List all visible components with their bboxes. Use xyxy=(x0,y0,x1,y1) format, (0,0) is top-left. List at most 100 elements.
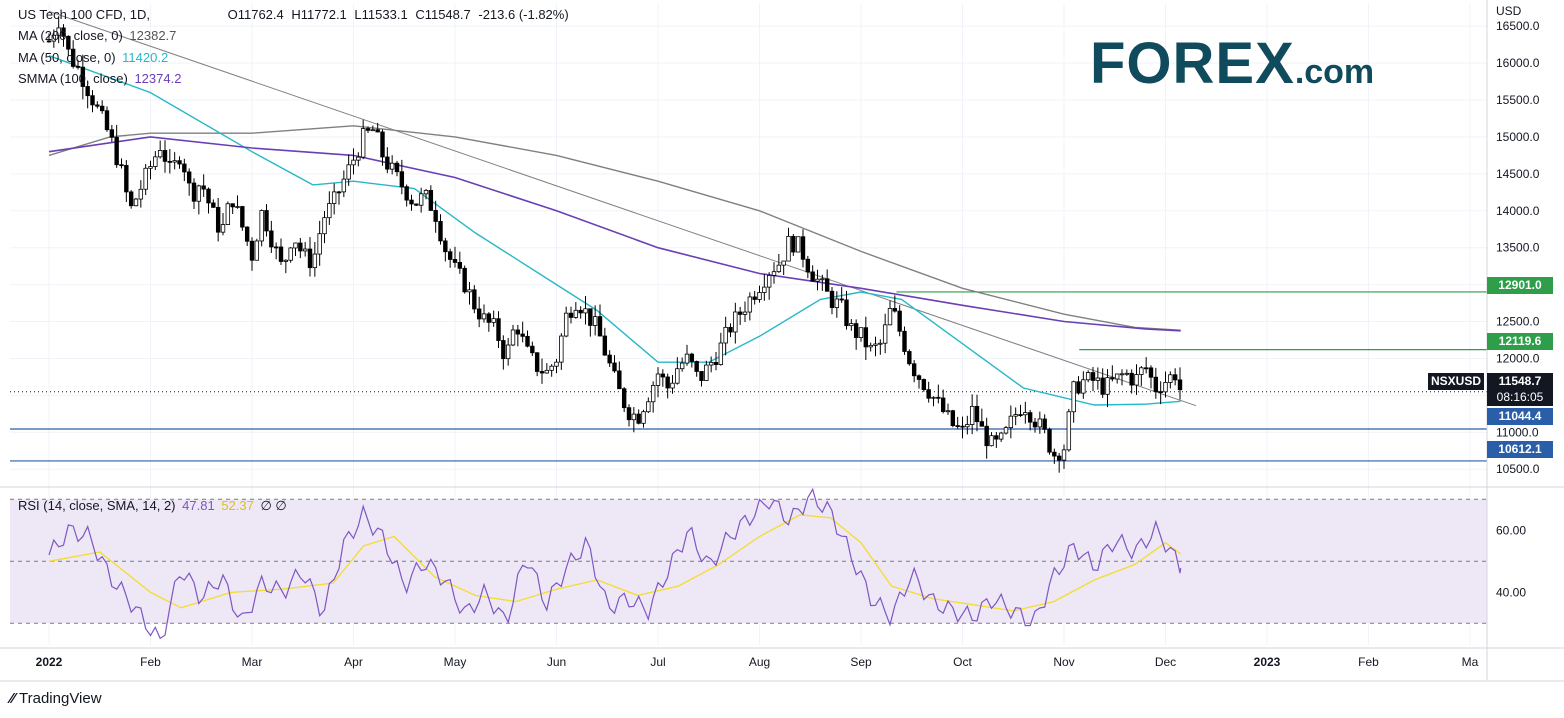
candle-body xyxy=(868,344,873,348)
indicator-ma50[interactable]: MA (50, close, 0) 11420.2 xyxy=(18,50,171,66)
candle-body xyxy=(491,318,496,323)
candle-body xyxy=(1061,449,1067,461)
symbol-badge: NSXUSD xyxy=(1428,373,1484,390)
candle-body xyxy=(80,66,86,87)
candle-body xyxy=(863,327,869,348)
rsi-label: RSI (14, close, SMA, 14, 2) xyxy=(18,498,176,513)
smma-line xyxy=(48,136,1181,332)
candle-body xyxy=(259,210,264,242)
y-tick-label: 14000.0 xyxy=(1496,204,1540,218)
y-tick-label: 14500.0 xyxy=(1496,167,1540,181)
candle-body xyxy=(167,160,173,163)
candle-body xyxy=(1114,373,1120,380)
candle-body xyxy=(728,326,733,333)
candle-body xyxy=(530,345,535,354)
candle-body xyxy=(1139,367,1144,375)
candle-body xyxy=(805,258,811,273)
candle-body xyxy=(737,311,743,315)
candle-body xyxy=(1027,412,1033,423)
currency-label: USD xyxy=(1496,4,1522,18)
candle-body xyxy=(370,129,376,132)
candle-body xyxy=(153,156,158,167)
y-tick-label: 11000.0 xyxy=(1496,425,1539,439)
candle-body xyxy=(907,351,912,365)
candle-body xyxy=(510,329,516,346)
candle-body xyxy=(911,363,917,377)
smma-value: 12374.2 xyxy=(134,71,182,86)
candle-body xyxy=(723,326,728,344)
candle-body xyxy=(829,290,835,308)
candle-body xyxy=(858,327,864,338)
candle-body xyxy=(90,95,95,106)
candle-body xyxy=(501,340,506,360)
candle-body xyxy=(679,362,685,370)
candle-body xyxy=(766,274,772,288)
candle-body xyxy=(75,66,81,68)
x-tick-label: Jun xyxy=(547,655,566,669)
candle-body xyxy=(1158,391,1163,394)
tradingview-label: TradingView xyxy=(19,690,102,707)
symbol-label[interactable]: US Tech 100 CFD, 1D, xyxy=(18,7,150,22)
candle-body xyxy=(1172,374,1178,381)
candle-body xyxy=(273,246,279,249)
last-price-tag: 11548.7 xyxy=(1487,373,1553,390)
candle-body xyxy=(1105,377,1110,395)
candle-body xyxy=(428,190,434,211)
ohlc-change: -213.6 (-1.82%) xyxy=(478,7,569,22)
candle-body xyxy=(849,323,854,327)
candle-body xyxy=(385,156,390,170)
candle-body xyxy=(322,217,327,235)
candle-body xyxy=(288,247,293,261)
candle-body xyxy=(143,167,148,190)
tradingview-footer[interactable]: ⁄⁄ TradingView xyxy=(10,690,102,707)
candle-body xyxy=(1095,377,1101,381)
candle-body xyxy=(249,240,255,261)
candle-body xyxy=(539,371,545,374)
ma50-line xyxy=(48,55,1181,406)
support-tag-2: 10612.1 xyxy=(1487,441,1553,458)
candle-body xyxy=(244,226,250,242)
indicator-rsi[interactable]: RSI (14, close, SMA, 14, 2) 47.81 52.37 … xyxy=(18,498,290,514)
ma50-value: 11420.2 xyxy=(122,50,169,65)
candle-body xyxy=(926,389,931,399)
candle-body xyxy=(641,411,646,424)
candle-body xyxy=(597,316,603,337)
candle-body xyxy=(684,353,690,364)
candle-body xyxy=(998,432,1004,440)
x-tick-label: May xyxy=(444,655,467,669)
candle-body xyxy=(177,160,182,165)
candle-body xyxy=(646,401,651,413)
candle-body xyxy=(1008,415,1014,429)
y-tick-label: 13500.0 xyxy=(1496,241,1540,255)
candle-body xyxy=(1071,381,1076,413)
candle-body xyxy=(346,164,351,180)
candle-body xyxy=(1163,382,1168,393)
candle-body xyxy=(452,259,458,263)
x-tick-label: 2022 xyxy=(36,655,63,669)
candle-body xyxy=(762,286,767,293)
candle-body xyxy=(757,292,762,300)
candle-body xyxy=(791,235,796,253)
y-tick-label: 16000.0 xyxy=(1496,56,1540,70)
candle-body xyxy=(815,278,820,282)
candle-body xyxy=(747,296,753,313)
candle-body xyxy=(694,361,699,372)
indicator-smma[interactable]: SMMA (100, close) 12374.2 xyxy=(18,71,184,87)
candle-body xyxy=(399,171,405,188)
candle-body xyxy=(940,397,946,412)
candle-body xyxy=(46,40,52,43)
candle-body xyxy=(592,316,598,326)
candle-body xyxy=(1066,411,1072,451)
candle-body xyxy=(148,166,153,169)
candle-body xyxy=(1042,418,1047,430)
candle-body xyxy=(892,308,898,312)
candle-body xyxy=(1047,428,1052,453)
indicator-ma200[interactable]: MA (200, close, 0) 12382.7 xyxy=(18,28,179,44)
candle-body xyxy=(1037,418,1043,428)
candle-body xyxy=(887,308,893,326)
x-tick-label: Oct xyxy=(953,655,972,669)
candle-body xyxy=(945,410,951,413)
candle-body xyxy=(1085,372,1091,381)
candle-body xyxy=(365,128,371,131)
